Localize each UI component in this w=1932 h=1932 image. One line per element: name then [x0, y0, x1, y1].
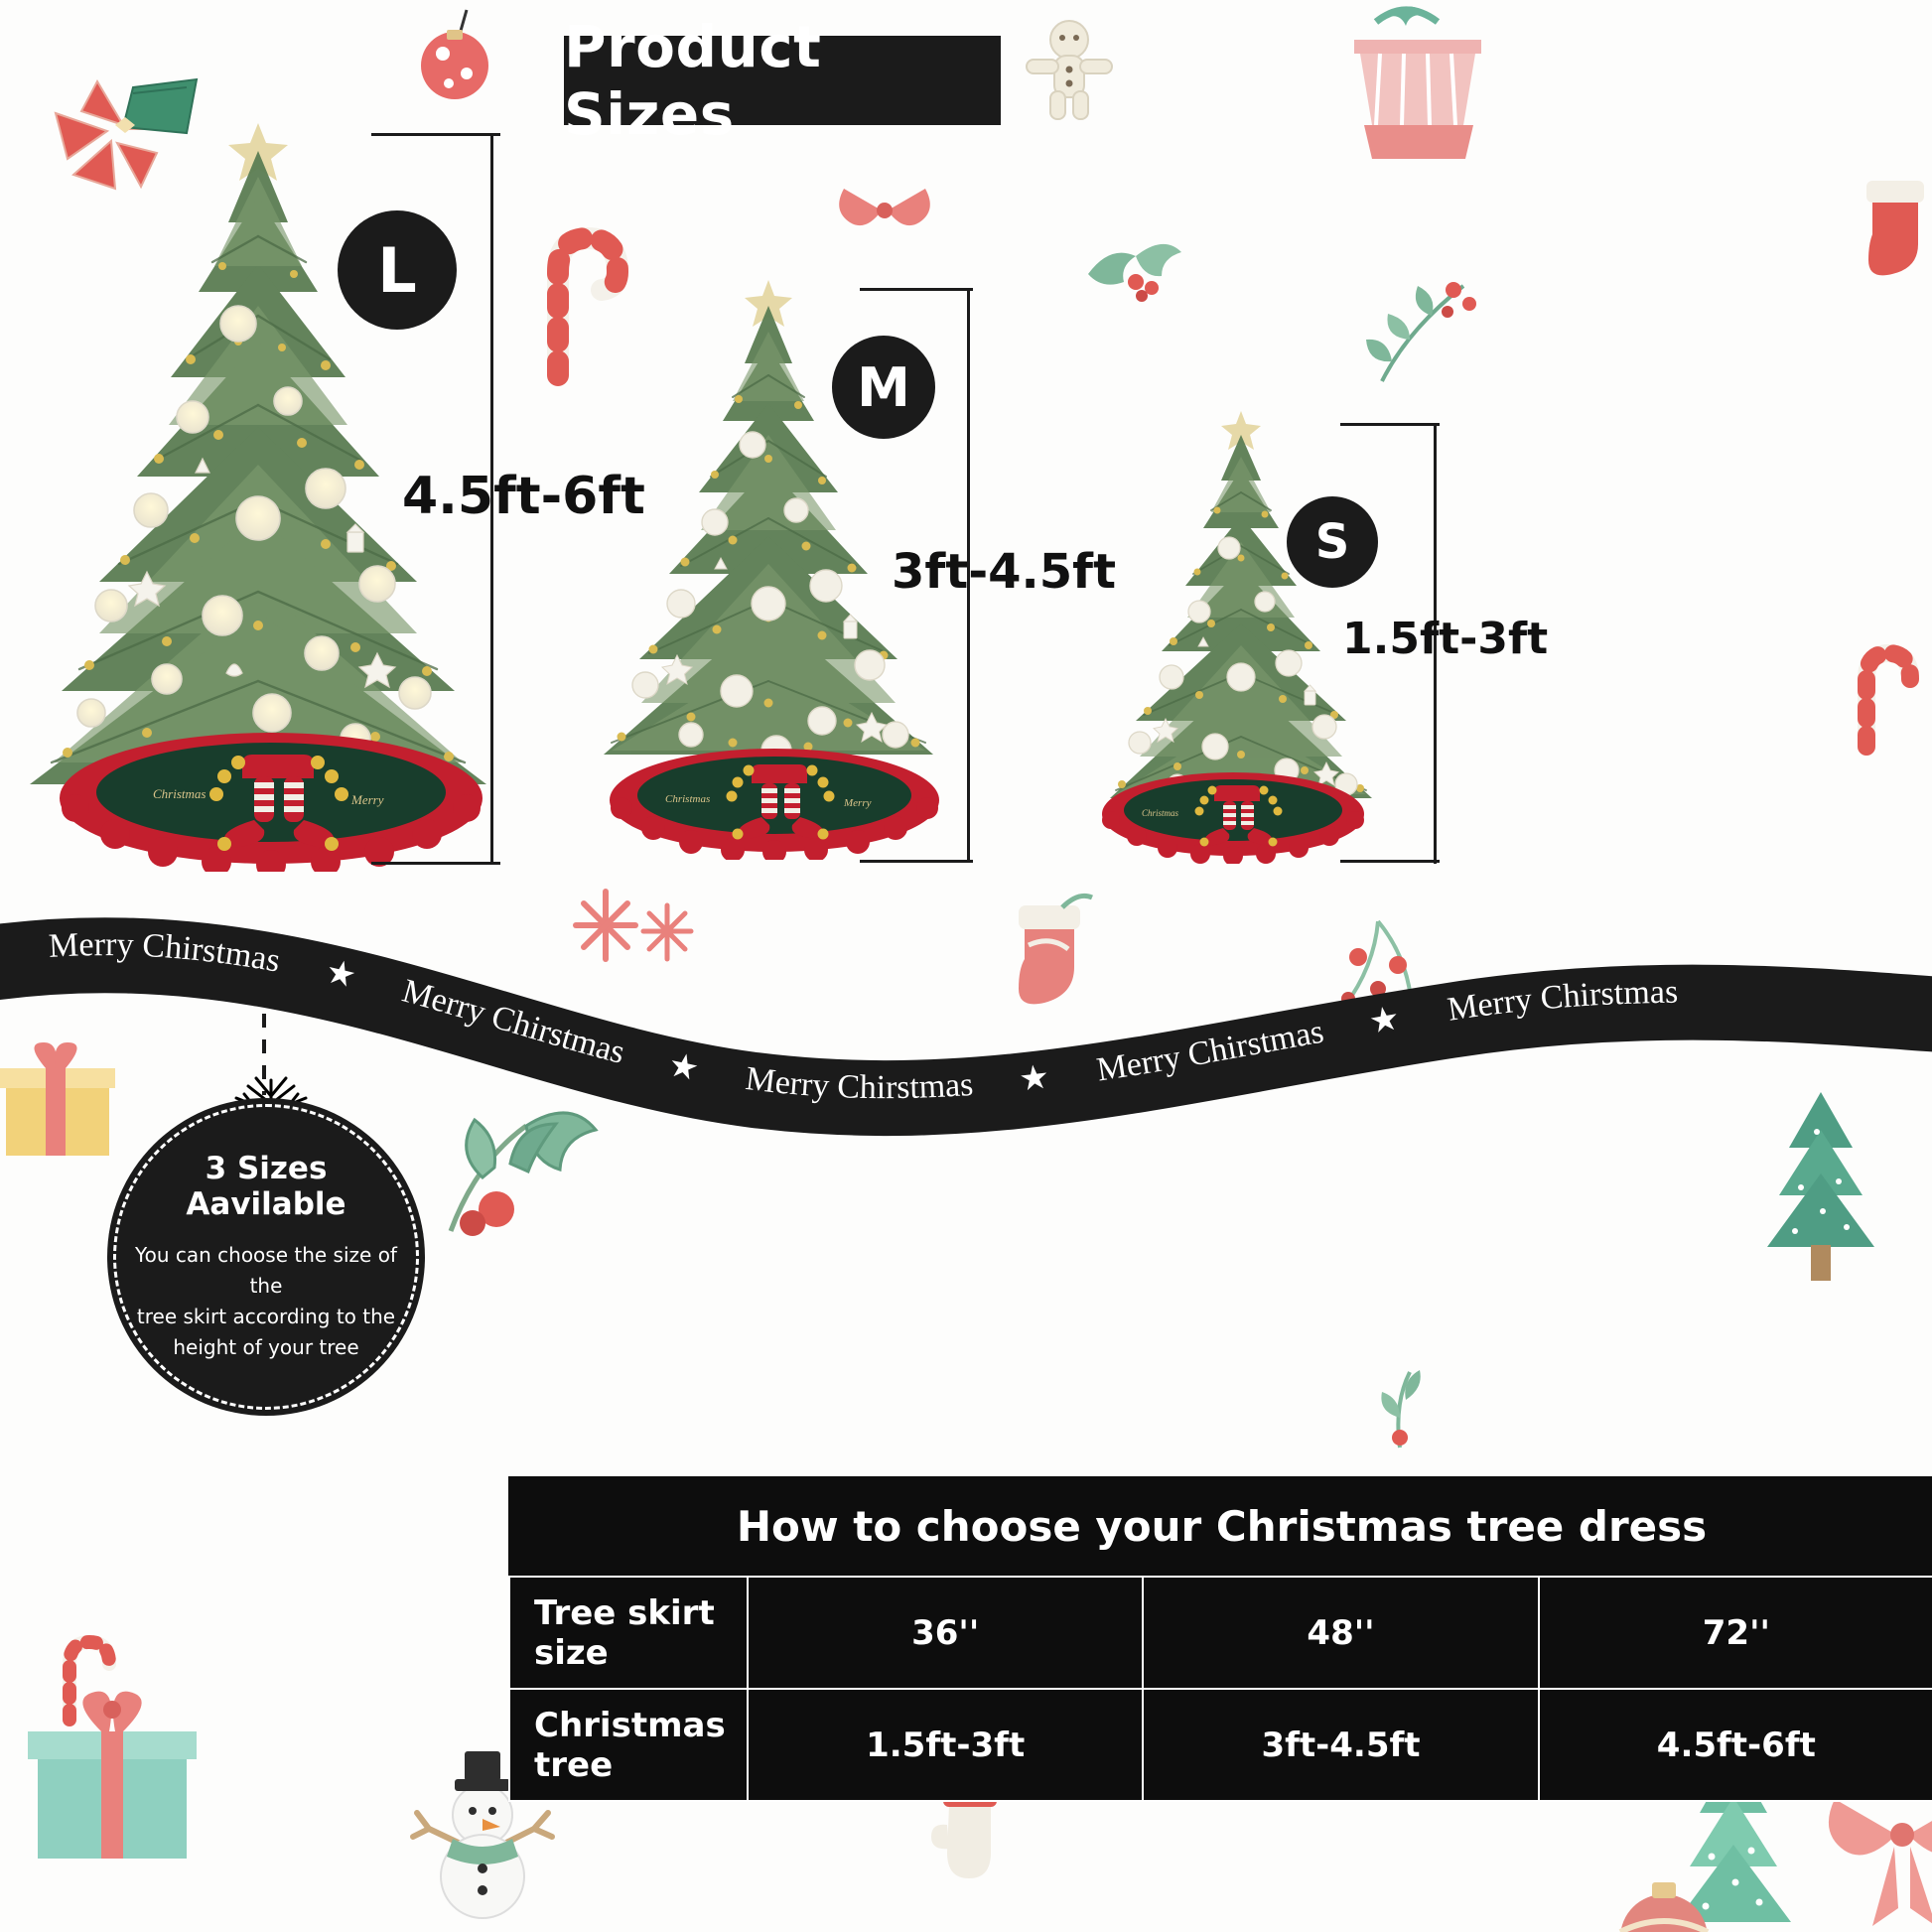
three-sizes-line2: tree skirt according to the: [136, 1305, 396, 1328]
svg-text:Christmas: Christmas: [153, 786, 206, 801]
dimension-cap-bottom-medium: [860, 860, 973, 863]
mistletoe-sprig-icon: [1366, 282, 1476, 382]
dimension-cap-bottom-small: [1340, 860, 1440, 863]
snowman-icon: [410, 1751, 555, 1919]
dimension-line-medium: [967, 288, 970, 862]
size-badge-small: S: [1287, 496, 1378, 588]
gift-box-icon: [28, 1691, 197, 1859]
svg-text:★: ★: [1366, 1000, 1402, 1041]
tree-skirt-small: Christmas: [1102, 772, 1364, 864]
bow-icon: [839, 189, 930, 226]
three-sizes-heading: 3 Sizes Aavilable: [186, 1151, 346, 1222]
size-guide-table: Tree skirt size 36'' 48'' 72'' Christmas…: [508, 1576, 1932, 1802]
page-title: Product Sizes: [564, 13, 822, 148]
row-header-christmas-tree: Christmas tree: [508, 1688, 749, 1802]
table-row: Tree skirt size 36'' 48'' 72'': [508, 1576, 1932, 1690]
svg-text:Merry: Merry: [843, 797, 872, 809]
size-guide-table-block: How to choose your Christmas tree dress …: [508, 1476, 1932, 1802]
candy-cane-icon: [63, 1634, 116, 1726]
stocking-icon: [1019, 893, 1093, 1005]
dimension-label-small: 1.5ft-3ft: [1342, 614, 1549, 664]
christmas-tree-medium: [588, 276, 955, 852]
dimension-label-large: 4.5ft-6ft: [402, 467, 645, 526]
dashed-hanger-line: [262, 988, 266, 1095]
mistletoe-sprig-icon: [1381, 1370, 1421, 1449]
size-badge-large-label: L: [377, 233, 417, 307]
cell-skirt-size-1: 36'': [746, 1576, 1145, 1690]
holly-berry-icon: [448, 1111, 599, 1236]
cell-tree-height-3: 4.5ft-6ft: [1537, 1688, 1932, 1802]
size-guide-heading-bar: How to choose your Christmas tree dress: [508, 1476, 1932, 1576]
svg-text:★: ★: [1018, 1058, 1051, 1098]
gift-box-icon: [0, 1042, 115, 1156]
cell-skirt-size-2: 48'': [1142, 1576, 1540, 1690]
size-badge-large: L: [338, 210, 457, 330]
pine-tree-icon: [1767, 1092, 1874, 1281]
three-sizes-line1: You can choose the size of the: [135, 1243, 397, 1298]
three-sizes-badge: 3 Sizes Aavilable You can choose the siz…: [107, 1098, 425, 1416]
svg-text:Christmas: Christmas: [665, 793, 710, 805]
snowflake-icon: [573, 889, 694, 962]
cell-tree-height-2: 3ft-4.5ft: [1142, 1688, 1540, 1802]
row-header-tree-skirt-size: Tree skirt size: [508, 1576, 749, 1690]
tree-skirt-medium: Christmas Merry: [610, 749, 939, 860]
merry-christmas-ribbon: Merry Chirstmas ★ Merry Chirstmas ★ Merr…: [0, 911, 1932, 1140]
holly-berry-icon: [1088, 243, 1181, 302]
table-row: Christmas tree 1.5ft-3ft 3ft-4.5ft 4.5ft…: [508, 1688, 1932, 1802]
svg-text:Merry: Merry: [350, 792, 384, 807]
candy-cane-icon: [547, 226, 629, 386]
size-badge-medium: M: [832, 336, 935, 439]
dimension-cap-top-large: [371, 133, 500, 136]
three-sizes-line3: height of your tree: [173, 1335, 359, 1359]
stocking-icon: [1866, 181, 1924, 276]
ribbon-bow-icon: [1828, 1799, 1932, 1926]
dimension-label-medium: 3ft-4.5ft: [892, 544, 1117, 600]
page-title-bar: Product Sizes: [564, 13, 1001, 148]
dimension-cap-bottom-large: [371, 862, 500, 865]
ornament-ball-icon: [421, 9, 488, 99]
size-guide-heading: How to choose your Christmas tree dress: [736, 1501, 1708, 1551]
tree-skirt-large: Christmas Merry: [60, 733, 483, 872]
svg-text:★: ★: [665, 1046, 702, 1088]
dimension-cap-top-small: [1340, 423, 1440, 426]
size-badge-medium-label: M: [857, 355, 910, 419]
hanging-basket-icon: [1354, 6, 1481, 159]
dimension-cap-top-medium: [860, 288, 973, 291]
candy-cane-icon: [1858, 643, 1919, 756]
cell-tree-height-1: 1.5ft-3ft: [746, 1688, 1145, 1802]
poinsettia-flower-icon: [54, 77, 199, 191]
svg-text:Christmas: Christmas: [1142, 808, 1179, 818]
dimension-line-small: [1434, 423, 1437, 864]
gingerbread-man-icon: [1026, 20, 1113, 120]
cell-skirt-size-3: 72'': [1537, 1576, 1932, 1690]
ornament-ball-icon: [1618, 1882, 1710, 1932]
size-badge-small-label: S: [1314, 514, 1350, 570]
dimension-line-large: [490, 133, 493, 864]
